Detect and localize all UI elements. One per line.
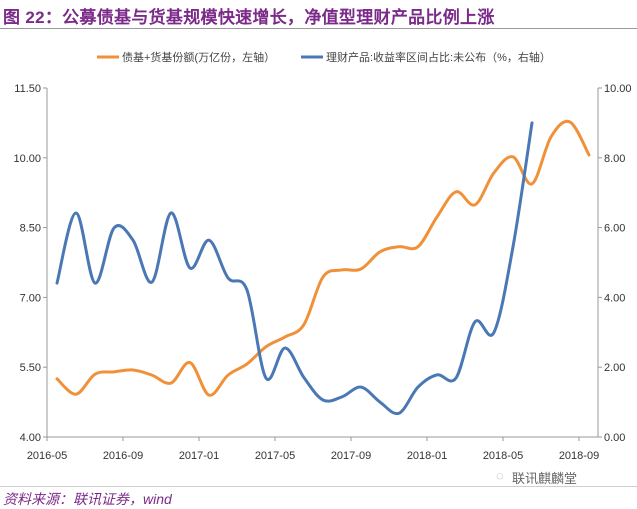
series-line-bond-money-fund — [55, 119, 591, 397]
left-tick-label: 10.00 — [13, 153, 41, 165]
x-tick-label: 2017-09 — [331, 450, 371, 462]
x-tick-label: 2018-09 — [559, 450, 599, 462]
x-tick-label: 2016-09 — [103, 450, 143, 462]
figure-title: 图 22：公募债基与货基规模快速增长，净值型理财产品比例上涨 — [3, 8, 495, 27]
left-tick-label: 11.50 — [14, 83, 41, 95]
right-tick-label: 8.00 — [604, 153, 625, 165]
x-tick-label: 2016-05 — [27, 450, 67, 462]
right-tick-label: 0.00 — [604, 432, 625, 444]
footer-divider — [0, 486, 637, 487]
chart: 4.00 5.50 7.00 8.50 10.00 11.50 0.00 2.00 4.00 6.… — [13, 50, 632, 462]
legend-label: 理财产品:收益率区间占比:未公布（%，右轴） — [326, 50, 551, 64]
legend-label: 债基+货基份额(万亿份，左轴） — [122, 50, 275, 64]
right-tick-label: 2.00 — [604, 362, 625, 374]
left-tick-label: 7.00 — [20, 292, 41, 304]
title-divider — [0, 28, 637, 29]
left-tick-label: 8.50 — [20, 223, 41, 235]
watermark: 联讯麒麟堂 — [512, 471, 578, 486]
right-tick-label: 4.00 — [604, 292, 625, 304]
x-tick-label: 2018-01 — [407, 450, 447, 462]
right-tick-label: 6.00 — [604, 223, 625, 235]
x-tick-label: 2017-01 — [179, 450, 219, 462]
right-tick-label: 10.00 — [604, 83, 632, 95]
wechat-icon: ◌ — [496, 468, 504, 483]
source-note: 资料来源：联讯证券，wind — [3, 491, 172, 507]
left-tick-label: 4.00 — [20, 432, 41, 444]
left-tick-label: 5.50 — [20, 362, 41, 374]
x-tick-label: 2018-05 — [483, 450, 523, 462]
x-tick-label: 2017-05 — [255, 450, 295, 462]
